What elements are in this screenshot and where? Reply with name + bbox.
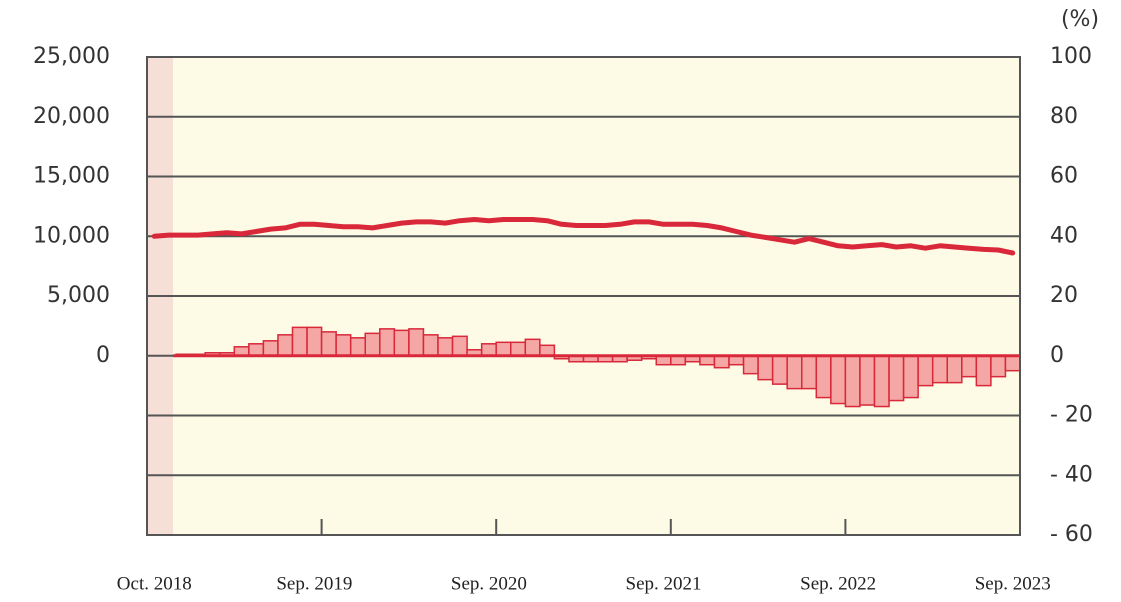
bar: [320, 331, 337, 357]
x-tick-label: Sep. 2021: [626, 573, 702, 594]
bar: [495, 341, 512, 357]
bar: [859, 355, 876, 406]
y-tick-label: 15,000: [33, 164, 110, 189]
y-tick-label: 0: [96, 343, 110, 368]
y2-tick-label: - 20: [1050, 403, 1093, 428]
y-tick-label: 10,000: [33, 223, 110, 248]
bar: [393, 329, 410, 357]
y2-tick-label: 40: [1050, 223, 1078, 248]
bar: [786, 355, 803, 390]
y-tick-label: 25,000: [33, 44, 110, 69]
y2-tick-label: - 40: [1050, 462, 1093, 487]
bar: [1004, 355, 1021, 372]
bar: [888, 355, 905, 402]
bar: [262, 340, 279, 357]
y2-tick-label: 60: [1050, 164, 1078, 189]
y-tick-label: 20,000: [33, 104, 110, 129]
bar: [510, 341, 527, 357]
bar: [742, 355, 759, 375]
bar: [713, 355, 730, 369]
x-tick-label: Sep. 2022: [800, 573, 876, 594]
bar: [437, 337, 454, 357]
x-tick-label: Sep. 2019: [276, 573, 352, 594]
x-tick-label: Sep. 2020: [451, 573, 527, 594]
bar: [451, 335, 468, 357]
y2-tick-label: 80: [1050, 104, 1078, 129]
y-tick-label: 5,000: [47, 283, 110, 308]
bar: [408, 328, 425, 357]
bar: [248, 343, 265, 357]
y2-tick-label: 20: [1050, 283, 1078, 308]
bar: [961, 355, 978, 378]
bar: [349, 337, 367, 357]
bar: [771, 355, 788, 385]
line: [151, 217, 1016, 256]
bar: [524, 338, 541, 357]
bar: [917, 355, 934, 387]
bar: [931, 355, 949, 384]
bar: [801, 355, 818, 390]
bar: [757, 355, 774, 381]
bar: [364, 332, 381, 357]
y2-tick-label: - 60: [1050, 522, 1093, 547]
bar: [422, 334, 439, 357]
bar: [379, 328, 396, 357]
bar: [277, 334, 294, 357]
x-tick-label: Oct. 2018: [117, 573, 192, 594]
bar: [830, 355, 847, 405]
bar: [902, 355, 919, 399]
x-tick-label: Sep. 2023: [975, 573, 1051, 594]
bar: [291, 326, 308, 357]
bar: [946, 355, 963, 384]
y2-axis-label: (%): [1061, 7, 1099, 32]
bar: [873, 355, 890, 408]
bar: [335, 334, 352, 357]
bar: [539, 344, 556, 357]
y2-tick-label: 100: [1050, 44, 1092, 69]
bar: [480, 343, 497, 357]
bar: [815, 355, 832, 399]
bar: [844, 355, 861, 408]
bar: [306, 326, 323, 357]
y2-tick-label: 0: [1050, 343, 1064, 368]
plot-border: [146, 56, 1021, 536]
bar: [990, 355, 1007, 378]
bar: [975, 355, 992, 387]
